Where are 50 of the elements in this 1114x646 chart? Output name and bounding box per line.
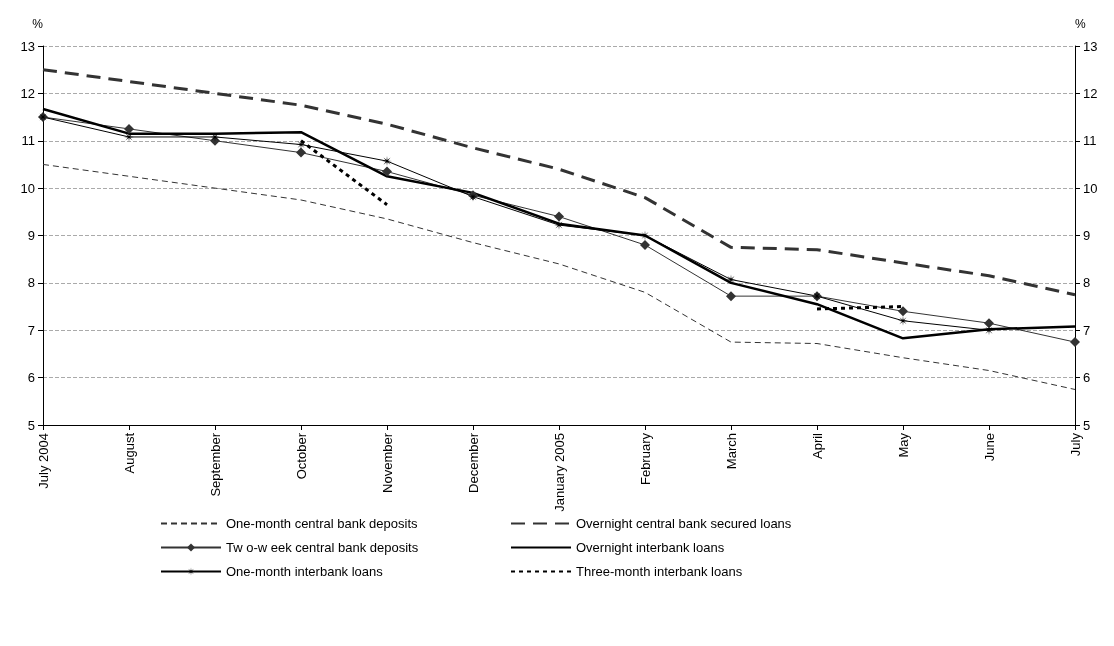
y-tick-label: 7 <box>27 322 35 338</box>
y-tick-label: 12 <box>20 85 35 101</box>
line-series <box>42 163 1076 390</box>
point <box>640 239 650 250</box>
x-tick-label: March <box>723 433 739 470</box>
y2-tick-label: 12 <box>1083 85 1098 101</box>
x-tick-label: December <box>465 432 481 493</box>
y2-tick-label: 9 <box>1083 228 1091 243</box>
y-tick-label: 5 <box>27 417 35 433</box>
point <box>1070 337 1080 348</box>
y-tick-label: 11 <box>21 133 35 149</box>
x-tick-label: August <box>121 432 137 474</box>
point <box>382 166 392 177</box>
x-tick-label: July 2004 <box>35 433 51 489</box>
y2-tick-label: 10 <box>1083 180 1098 196</box>
x-tick-label: April <box>809 432 825 460</box>
y-axis-title: % <box>32 17 44 31</box>
x-tick-label: October <box>293 432 309 480</box>
y2-tick-label: 8 <box>1083 275 1091 291</box>
y-tick-label: 6 <box>27 370 35 386</box>
x-tick-label: November <box>379 432 395 493</box>
legend-label: Overnight central bank secured loans <box>576 516 792 531</box>
y2-axis-title: % <box>1075 17 1086 31</box>
y2-tick-label: 11 <box>1083 133 1097 149</box>
point <box>726 291 736 302</box>
legend-label: Overnight interbank loans <box>576 540 725 555</box>
x-tick-label: May <box>895 432 911 458</box>
legend-label: Three-month interbank loans <box>576 564 743 579</box>
y2-tick-label: 7 <box>1083 322 1091 338</box>
y-tick-label: 13 <box>20 38 35 54</box>
point <box>898 306 908 317</box>
y-tick-label: 10 <box>20 180 35 196</box>
legend-label: Tw o-w eek central bank deposits <box>226 540 419 555</box>
legend-label: One-month central bank deposits <box>226 516 418 531</box>
y-tick-label: 9 <box>27 228 35 243</box>
point <box>984 318 994 329</box>
y2-tick-label: 5 <box>1083 417 1091 433</box>
point <box>554 211 564 222</box>
x-tick-label: June <box>981 433 997 462</box>
x-tick-label: February <box>637 432 653 486</box>
point <box>124 123 134 134</box>
y2-tick-label: 13 <box>1083 38 1098 54</box>
point <box>296 147 306 158</box>
line-series <box>41 68 1077 297</box>
y2-tick-label: 6 <box>1083 370 1091 386</box>
x-tick-label: January 2005 <box>551 433 567 512</box>
x-tick-label: July <box>1067 432 1083 457</box>
x-tick-label: September <box>207 432 223 497</box>
y-tick-label: 8 <box>27 275 35 291</box>
legend-label: One-month interbank loans <box>226 564 384 579</box>
